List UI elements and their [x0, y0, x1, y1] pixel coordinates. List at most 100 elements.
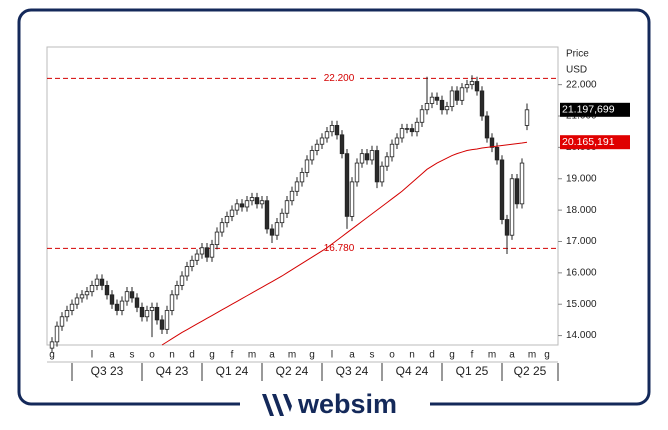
candle-body — [404, 128, 410, 130]
y-tick-label: 22.000 — [566, 79, 597, 90]
candle-body — [239, 203, 245, 208]
x-tick-label: g — [49, 350, 55, 361]
candle-body — [494, 146, 500, 161]
candle-body — [354, 162, 360, 183]
candle-body — [269, 228, 275, 236]
candle-body — [379, 165, 385, 183]
quarter-label: Q2 25 — [514, 364, 547, 378]
x-tick-label: o — [149, 350, 155, 361]
x-tick-label: m — [248, 350, 256, 361]
price-tag — [560, 135, 630, 150]
candle-body — [174, 284, 180, 296]
candle-body — [149, 306, 155, 311]
candle-body — [54, 325, 60, 343]
candle-body — [309, 150, 315, 161]
candle-body — [144, 310, 150, 318]
x-tick-label: o — [389, 350, 395, 361]
x-tick-label: n — [169, 350, 175, 361]
moving-average — [161, 141, 528, 346]
quarter-label: Q1 25 — [456, 364, 489, 378]
y-tick-label: 15.000 — [566, 299, 597, 310]
brand-logo — [262, 394, 292, 416]
candle-body — [519, 162, 525, 205]
candle-body — [199, 247, 205, 255]
y-tick-label: 19.000 — [566, 173, 597, 184]
logo-icon — [262, 394, 292, 416]
quarter-label: Q4 24 — [396, 364, 429, 378]
candle-body — [84, 291, 90, 296]
x-tick-label: m — [528, 350, 536, 361]
x-tick-label: l — [331, 350, 333, 361]
x-tick-label: f — [231, 350, 234, 361]
quarter-label: Q4 23 — [156, 364, 189, 378]
candle-body — [314, 143, 320, 151]
candle-body — [509, 178, 515, 236]
y-tick-label: 17.000 — [566, 236, 597, 247]
candle-body — [289, 190, 295, 202]
candle-body — [179, 275, 185, 286]
candle-body — [104, 284, 110, 296]
quarter-label: Q2 24 — [276, 364, 309, 378]
candle-body — [74, 297, 80, 305]
quarter-label: Q3 24 — [336, 364, 369, 378]
x-tick-label: a — [509, 350, 515, 361]
candle-body — [224, 215, 230, 224]
price-tag — [560, 102, 630, 117]
x-tick-label: g — [449, 350, 455, 361]
candle-body — [229, 209, 235, 217]
candle-body — [209, 244, 215, 258]
candle-body — [484, 115, 490, 139]
x-tick-label: d — [189, 350, 195, 361]
candle-body — [214, 231, 220, 246]
y-tick-label: 14.000 — [566, 330, 597, 341]
candle-body — [434, 96, 440, 101]
candle-body — [119, 300, 125, 311]
candle-body — [524, 109, 530, 126]
candle-body — [359, 153, 365, 164]
candle-body — [499, 159, 505, 220]
candle-body — [79, 294, 85, 299]
candle-body — [374, 150, 380, 183]
candle-body — [489, 137, 495, 148]
candle-body — [154, 306, 160, 321]
x-tick-label: d — [429, 350, 435, 361]
reference-label: 22.200 — [324, 73, 355, 84]
x-tick-label: m — [288, 350, 296, 361]
candle-body — [514, 178, 520, 205]
x-tick-label: a — [269, 350, 275, 361]
candle-body — [244, 200, 250, 208]
x-tick-label: s — [370, 350, 375, 361]
reference-label-bg — [318, 72, 360, 85]
candle-body — [64, 310, 70, 318]
x-tick-label: l — [91, 350, 93, 361]
candle-body — [159, 319, 165, 330]
brand-name: websim — [297, 389, 397, 419]
candle-body — [219, 222, 225, 233]
candle-body — [369, 150, 375, 161]
candle-body — [459, 87, 465, 101]
candle-body — [449, 90, 455, 107]
candle-body — [49, 341, 55, 349]
candle-body — [124, 291, 130, 302]
candle-body — [69, 303, 75, 311]
candle-body — [189, 259, 195, 267]
candle-body — [184, 266, 190, 277]
candle-body — [384, 156, 390, 167]
candle-body — [429, 96, 435, 104]
candle-body — [334, 125, 340, 136]
candle-body — [279, 212, 285, 224]
reference-label-bg — [318, 242, 360, 255]
x-tick-label: n — [409, 350, 415, 361]
x-tick-label: f — [471, 350, 474, 361]
candle-body — [274, 222, 280, 236]
price-tag-label: 21.197,699 — [562, 104, 615, 116]
price-tag-label: 20.165,191 — [562, 136, 615, 148]
y-title: Price — [566, 49, 589, 60]
quarter-label: Q3 23 — [91, 364, 124, 378]
candle-body — [114, 303, 120, 311]
y-unit: USD — [566, 65, 587, 76]
x-tick-label: g — [309, 350, 315, 361]
candle-body — [399, 128, 405, 139]
